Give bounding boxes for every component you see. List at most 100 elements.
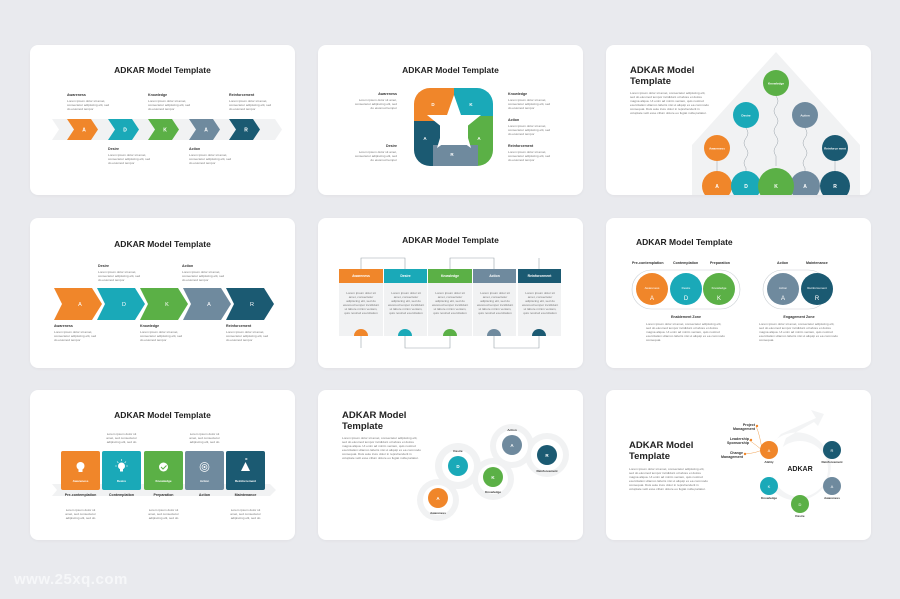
house-shape (692, 52, 860, 195)
stage-text: Lorem ipsum dolor sit amet, consectetur … (54, 330, 97, 342)
base-circle-k (758, 168, 794, 195)
stage-text: Lorem ipsum dolor sit amet, consectetur … (182, 270, 225, 282)
slide-8-wave[interactable]: ADKAR Model Template Lorem ipsum dolor si… (318, 390, 583, 540)
stage-text: Lorem ipsum dolor sit amet, consectetur … (229, 99, 272, 111)
chevron-diagram: A D K A R (52, 119, 282, 140)
stage-label: Knowledge (148, 93, 168, 97)
slide-title: ADKAR Model Template (114, 239, 211, 249)
circle-action (792, 102, 818, 128)
circle-label: Desire (741, 114, 751, 118)
slide-title: ADKAR Model Template (630, 65, 720, 87)
slide-3-house[interactable]: ADKAR Model Template Lorem ipsum dolor si… (606, 45, 871, 195)
watermark: www.25xq.com (14, 571, 128, 588)
base-circle-r (820, 171, 850, 195)
letter: K (774, 184, 778, 190)
letter: K (165, 302, 169, 308)
title-line: Template (342, 421, 384, 432)
column-text: Lorem ipsum dolor sit amet, consectetur … (387, 291, 425, 315)
half-circle (354, 329, 368, 336)
stage-label: Desire (386, 144, 397, 148)
letter: R (815, 296, 820, 302)
phase-label: Pre-contemplation (632, 261, 664, 265)
phase-label: Maintenance (234, 493, 257, 497)
slide-4-big-chevrons[interactable]: ADKAR Model Template A D K A R Desire Lo… (30, 218, 295, 368)
stage-label: Knowledge (508, 92, 528, 96)
slide-2-star-square[interactable]: ADKAR Model Template D K A A R Awareness… (318, 45, 583, 195)
letter: A (650, 296, 654, 302)
intro-text: Lorem ipsum dolor sit amet, consectetur … (629, 467, 708, 491)
enablement-pill (631, 269, 741, 310)
base-circle-a2 (790, 171, 820, 195)
circle-label: Awareness (709, 147, 725, 151)
box-label: Reinforcement (235, 479, 256, 483)
circle-label: Reinforcement (807, 286, 827, 290)
column-header-bg (428, 269, 472, 283)
stage-text: Lorem ipsum dolor sit amet, consectetur … (98, 270, 141, 282)
letter: A (768, 448, 771, 453)
phase-label: Contemplation (673, 261, 699, 265)
phase-label: Pre-contemplation (64, 493, 97, 497)
circle-label: Reinforce ment (824, 147, 846, 151)
house-diagram: Knowledge Desire Action Awareness Reinfo… (692, 52, 860, 195)
stage-label: Desire (453, 449, 463, 453)
circle-knowledge (763, 70, 789, 96)
chevron-diagram: A D K A R (54, 288, 274, 320)
slide-5-columns[interactable]: ADKAR Model Template Awareness Desire Kn… (318, 218, 583, 368)
title-line: ADKAR Model (342, 410, 407, 421)
column-header-bg (473, 269, 516, 283)
letter: A (510, 443, 514, 448)
phase-label: Contemplation (108, 493, 135, 497)
letter: D (122, 302, 126, 308)
chevron-a (67, 119, 98, 140)
slide-9-cycle[interactable]: ADKAR Model Template Lorem ipsum dolor si… (606, 390, 871, 540)
stage-text: Lorem ipsum dolor sit amet, consectetur … (508, 124, 551, 136)
slide-7-icon-boxes[interactable]: ADKAR Model Template Awareness Desire Kn… (30, 390, 295, 540)
title-line: Template (630, 76, 672, 87)
stage-text: Lorem ipsum dolor sit amet, consectetur … (508, 150, 551, 162)
letter: A (436, 496, 440, 501)
letter: A (477, 136, 481, 141)
letter: A (423, 136, 427, 141)
chevron-d (97, 288, 145, 320)
zone-text: Lorem ipsum dolor sit amet, consectetur … (646, 322, 725, 342)
chevron-r (229, 119, 260, 140)
stage-label: Awareness (430, 511, 446, 515)
stage-label: Awareness (54, 324, 73, 328)
star-cutout (427, 95, 481, 148)
stage-label: Reinforcement (226, 324, 252, 328)
factor-label: Leadership Sponsorship (727, 437, 749, 445)
circle-label: Knowledge (768, 82, 784, 86)
half-circle (443, 329, 457, 336)
column-header: Action (489, 274, 500, 278)
column-text: Lorem ipsum dolor sit amet, consectetur … (476, 291, 514, 315)
mountain-flag-icon (241, 458, 250, 471)
circle-awareness (704, 135, 730, 161)
stage-text: Lorem ipsum dolor sit amet, sed consecte… (106, 432, 137, 444)
stage-text: Lorem ipsum dolor sit amet, consectetur … (189, 153, 232, 165)
lightbulb-icon (115, 459, 128, 472)
stage-label: Action (507, 428, 517, 432)
slide-title: ADKAR Model Template (114, 65, 211, 75)
letter: A (204, 128, 208, 134)
letter: A (207, 302, 211, 308)
factor-label: Project Management (733, 423, 755, 431)
target-icon (199, 462, 210, 472)
circle-label: Action (800, 114, 810, 118)
segment-r (433, 145, 478, 166)
letter: K (768, 484, 771, 489)
letter: A (781, 296, 785, 302)
stage-label: Desire (98, 264, 109, 268)
stage-label: Reinforcement (508, 144, 534, 148)
stage-label: Ability (764, 460, 773, 464)
title-line: ADKAR Model (629, 440, 694, 451)
cycle-diagram: A R K A D ADKAR Ability Reinforcement Kn… (743, 410, 843, 518)
stage-label: Reinforcement (229, 93, 255, 97)
stage-text: Lorem ipsum dolor sit amet, sed consecte… (189, 432, 220, 444)
letter: R (831, 448, 834, 453)
circle-label: Knowledge (712, 286, 727, 290)
box-label: Desire (117, 479, 127, 483)
letter: D (799, 502, 802, 507)
letter: K (469, 102, 473, 107)
slide-1-chevron-row[interactable]: ADKAR Model Template A D K A R Awareness… (30, 45, 295, 195)
slide-6-zones[interactable]: ADKAR Model Template Pre-contemplation C… (606, 218, 871, 368)
